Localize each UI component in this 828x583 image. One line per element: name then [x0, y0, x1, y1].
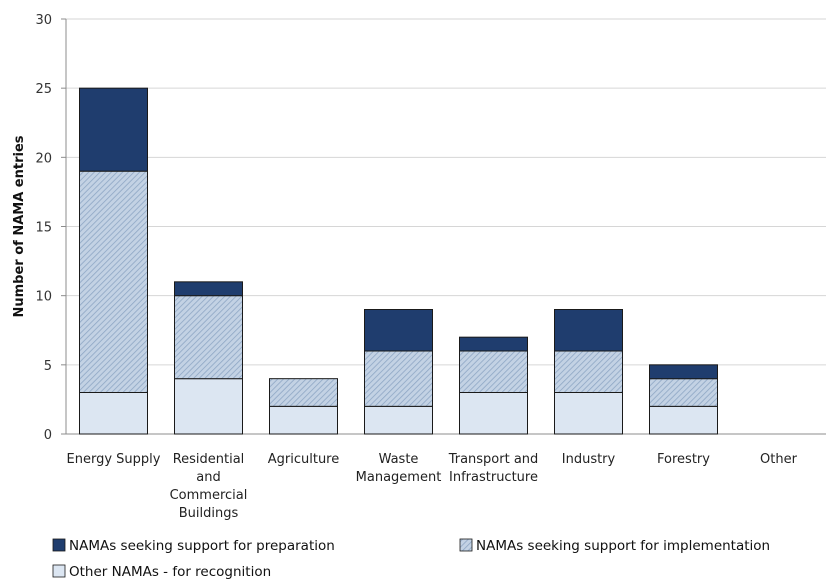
y-tick-label: 15 [35, 221, 52, 236]
x-category-label: Waste Management [356, 452, 442, 485]
x-category-label-line: Transport and [448, 452, 539, 467]
bar-segment-series-1-cat-5 [554, 350, 623, 393]
bar-segment-series-2-cat-6 [649, 364, 718, 380]
legend: NAMAs seeking support for preparation NAM… [52, 538, 770, 580]
x-category-label-line: Other [760, 452, 798, 467]
bar-segment-series-2-cat-5 [554, 309, 623, 352]
x-category-label: Industry [562, 452, 616, 467]
x-category-label-line: Industry [562, 452, 616, 467]
y-tick-label: 20 [35, 151, 52, 166]
bar-segment-series-1-cat-0 [79, 170, 148, 393]
bar-segment-series-0-cat-1 [174, 378, 243, 435]
y-axis-label: Number of NAMA entries [12, 135, 27, 317]
legend-label: NAMAs seeking support for preparation [69, 538, 335, 554]
x-category-label-line: Agriculture [268, 452, 340, 467]
y-tick-labels: 0 5 10 15 20 25 30 [35, 13, 52, 443]
bars [79, 87, 718, 435]
bar-segment-series-0-cat-0 [79, 392, 148, 435]
legend-swatch [52, 538, 66, 552]
x-category-label: Residential and Commercial Buildings [170, 452, 248, 521]
bar-segment-series-0-cat-4 [459, 392, 528, 435]
bar-segment-series-0-cat-6 [649, 405, 718, 435]
legend-swatch [459, 538, 473, 552]
x-category-label: Energy Supply [67, 452, 161, 467]
x-category-label-line: Management [356, 470, 442, 485]
x-category-label-line: and [196, 470, 220, 485]
x-category-label-line: Residential [173, 452, 245, 467]
y-tick-label: 10 [35, 290, 52, 305]
y-tick-label: 30 [35, 13, 52, 28]
bar-segment-series-1-cat-3 [364, 350, 433, 407]
x-category-label: Agriculture [268, 452, 340, 467]
x-category-label: Other [760, 452, 798, 467]
bar-segment-series-1-cat-1 [174, 295, 243, 380]
bar-segment-series-2-cat-0 [79, 87, 148, 172]
bar-segment-series-2-cat-1 [174, 281, 243, 297]
y-tick-label: 5 [44, 359, 52, 374]
y-tick-label: 0 [44, 428, 52, 443]
bar-segment-series-0-cat-3 [364, 405, 433, 435]
x-category-label: Transport and Infrastructure [448, 452, 539, 485]
x-category-label: Forestry [657, 452, 710, 467]
x-category-label-line: Commercial [170, 488, 248, 503]
legend-label: Other NAMAs - for recognition [69, 564, 271, 580]
x-category-labels: Energy Supply Residential and Commercial Bui… [67, 452, 798, 521]
x-category-label-line: Buildings [179, 506, 239, 521]
bar-segment-series-1-cat-6 [649, 378, 718, 407]
bar-segment-series-2-cat-4 [459, 336, 528, 352]
bar-segment-series-1-cat-4 [459, 350, 528, 393]
legend-label: NAMAs seeking support for implementation [476, 538, 770, 554]
bar-segment-series-0-cat-2 [269, 405, 338, 435]
x-category-label-line: Waste [379, 452, 419, 467]
bar-segment-series-2-cat-3 [364, 309, 433, 352]
y-tick-label: 25 [35, 82, 52, 97]
x-category-label-line: Infrastructure [449, 470, 538, 485]
bar-segment-series-1-cat-2 [269, 378, 338, 407]
x-category-label-line: Energy Supply [67, 452, 161, 467]
bar-segment-series-0-cat-5 [554, 392, 623, 435]
x-category-label-line: Forestry [657, 452, 710, 467]
legend-swatch [52, 564, 66, 578]
